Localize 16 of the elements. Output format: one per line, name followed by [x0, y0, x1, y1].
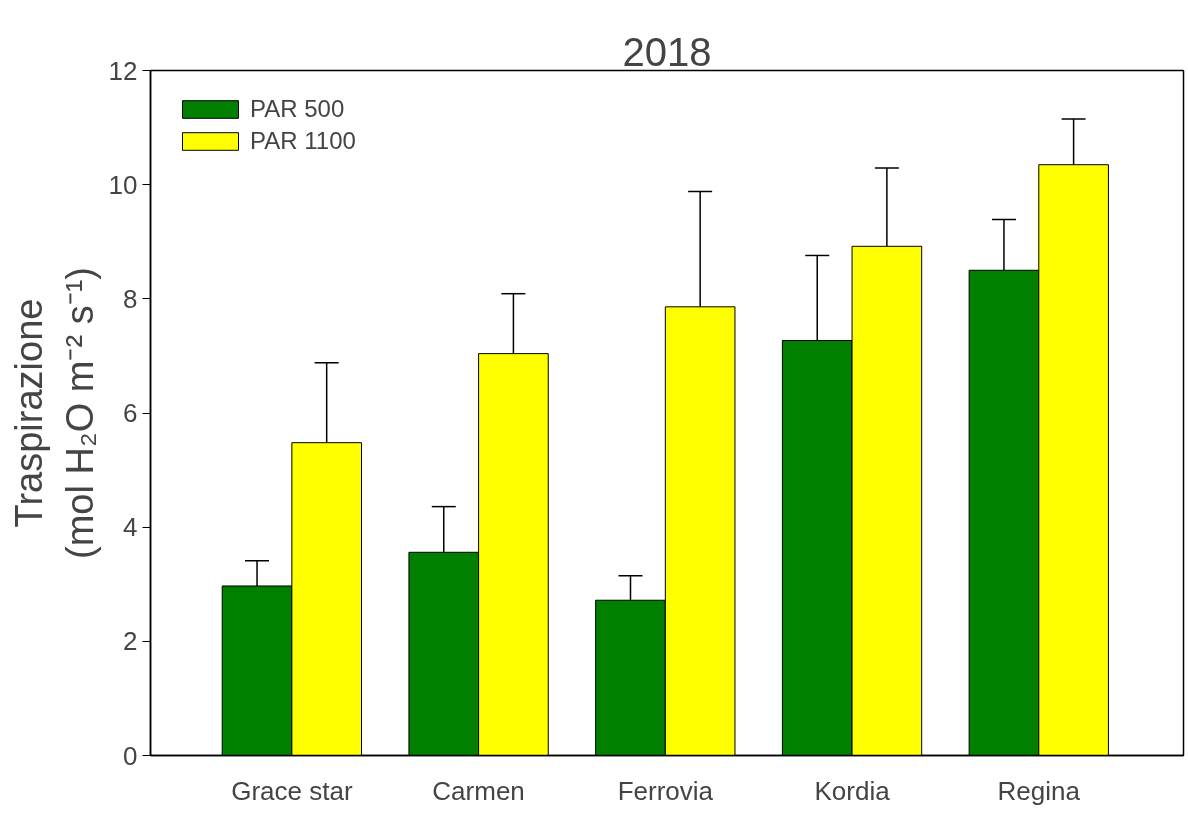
x-tick-label: Kordia	[814, 775, 891, 806]
legend-label: PAR 1100	[250, 127, 356, 155]
y-tick-label: 4	[123, 512, 138, 543]
x-tick-label: Grace star	[231, 775, 353, 806]
x-tick-label: Carmen	[432, 775, 525, 806]
y-tick-label: 2	[123, 626, 138, 657]
y-tick-label: 10	[108, 169, 138, 200]
y-tick-label: 12	[108, 55, 138, 86]
y-tick-label: 8	[123, 283, 138, 314]
y-tick-label: 0	[123, 740, 138, 771]
y-axis-title: Traspirazione (mol H₂O m⁻² s⁻¹)	[8, 267, 101, 559]
x-tick-label: Regina	[997, 775, 1081, 806]
legend-label: PAR 500	[250, 95, 345, 123]
y-tick-label: 6	[123, 398, 138, 428]
x-tick-label: Ferrovia	[617, 775, 714, 806]
chart-title: 2018	[622, 29, 712, 74]
